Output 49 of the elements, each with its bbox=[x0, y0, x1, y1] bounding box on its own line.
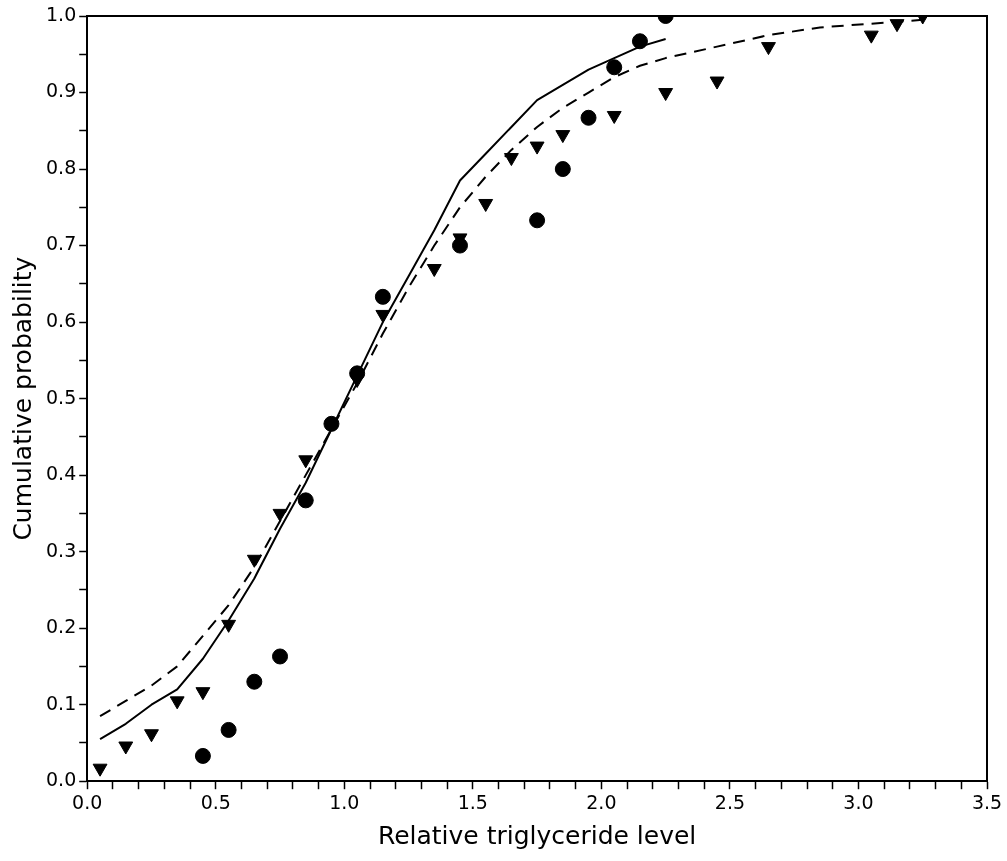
point bbox=[631, 33, 648, 50]
point bbox=[658, 88, 674, 102]
y-tick-label: 0.5 bbox=[46, 385, 77, 408]
x-tick-label: 1.5 bbox=[457, 790, 488, 813]
y-tick-label: 0.8 bbox=[46, 155, 77, 178]
point bbox=[298, 455, 314, 469]
point bbox=[426, 264, 442, 278]
y-tick-label: 0.7 bbox=[46, 232, 77, 255]
x-tick-label: 2.0 bbox=[586, 790, 617, 813]
x-tick-label: 0.5 bbox=[200, 790, 231, 813]
point bbox=[92, 763, 108, 777]
x-tick-label: 1.0 bbox=[329, 790, 360, 813]
y-tick-label: 0.4 bbox=[46, 462, 77, 485]
y-tick-label: 0.0 bbox=[46, 768, 77, 791]
point bbox=[374, 288, 391, 305]
point bbox=[194, 747, 211, 764]
x-axis-title: Relative triglyceride level bbox=[377, 820, 697, 850]
x-tick-label: 0.0 bbox=[72, 790, 103, 813]
y-tick-label: 0.9 bbox=[46, 79, 77, 102]
point bbox=[529, 141, 545, 155]
y-axis-title: Cumulative probability bbox=[7, 256, 37, 541]
point bbox=[761, 42, 776, 56]
point bbox=[863, 30, 879, 44]
point bbox=[144, 729, 159, 743]
x-tick-label: 2.5 bbox=[714, 790, 746, 813]
x-tick-label: 3.5 bbox=[971, 790, 1003, 813]
y-tick-label: 0.3 bbox=[46, 538, 77, 561]
point bbox=[169, 696, 185, 710]
x-tick-label: 3.0 bbox=[843, 790, 874, 813]
point bbox=[195, 687, 211, 701]
point bbox=[246, 673, 263, 690]
point bbox=[606, 110, 622, 124]
point bbox=[272, 508, 288, 522]
point bbox=[580, 109, 597, 126]
point bbox=[555, 130, 571, 144]
point bbox=[709, 76, 725, 90]
point bbox=[478, 198, 494, 212]
point bbox=[220, 721, 237, 738]
point bbox=[503, 153, 519, 167]
y-tick-label: 1.0 bbox=[46, 2, 77, 25]
point bbox=[606, 59, 623, 76]
point bbox=[297, 492, 314, 509]
y-tick-label: 0.6 bbox=[46, 309, 77, 332]
y-tick-label: 0.2 bbox=[46, 615, 77, 638]
point bbox=[554, 161, 571, 178]
point bbox=[529, 212, 546, 229]
point bbox=[118, 741, 134, 755]
point bbox=[272, 648, 289, 665]
y-tick-label: 0.1 bbox=[46, 691, 77, 714]
